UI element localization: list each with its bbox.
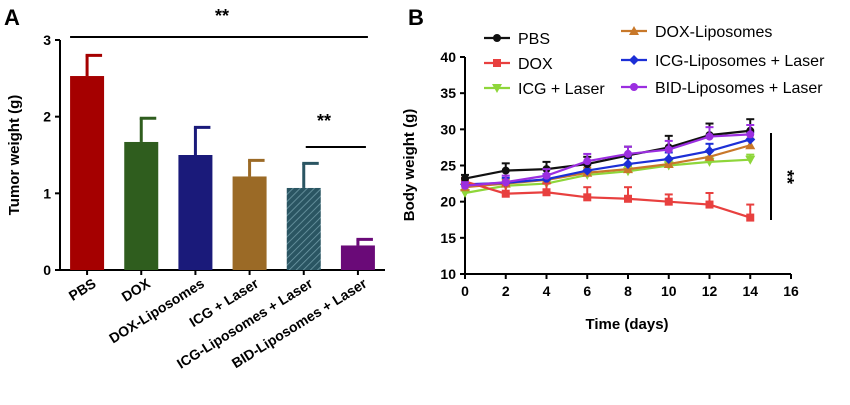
series-marker: [501, 178, 510, 187]
series-marker: [623, 159, 633, 170]
panel-a-bar: [178, 155, 213, 270]
panel-b-y-tick-label: 15: [440, 230, 456, 246]
series-marker: [629, 55, 639, 65]
series-marker: [745, 155, 756, 165]
series-marker: [583, 157, 592, 166]
series-marker: [582, 165, 593, 176]
series-line: [464, 138, 751, 186]
series-line: [464, 133, 751, 187]
panel-a-x-tick-label: PBS: [66, 275, 99, 304]
legend-label: ICG + Laser: [518, 81, 605, 98]
panel-a-bar: [340, 245, 375, 270]
legend-item: DOX-Liposomes: [621, 24, 772, 41]
panel-b-x-tick-label: 6: [583, 283, 591, 299]
panel-a-y-tick-label: 0: [43, 262, 51, 278]
series-line: [464, 158, 751, 195]
series-marker: [664, 145, 673, 154]
panel-b-series-bid-liposomes-laser: [461, 123, 755, 190]
legend-item: BID-Liposomes + Laser: [621, 80, 823, 97]
panel-a-y-tick-label: 1: [43, 185, 51, 201]
panel-a-bar: [232, 176, 267, 270]
legend-item: ICG-Liposomes + Laser: [621, 53, 825, 70]
series-marker: [746, 213, 755, 222]
series-marker: [664, 197, 673, 206]
panel-b-x-tick-label: 16: [783, 283, 799, 299]
legend-label: DOX-Liposomes: [655, 24, 772, 41]
panel-b-x-tick-label: 4: [543, 283, 551, 299]
series-marker: [501, 189, 510, 198]
panel-a-x-tick-label: DOX: [119, 275, 154, 305]
legend-label: ICG-Liposomes + Laser: [655, 53, 825, 70]
panel-a-x-tick-label: DOX-Liposomes: [106, 275, 207, 346]
panel-b-line-chart: B Body weight (g) Time (days) 1015202530…: [401, 5, 825, 333]
panel-b-x-tick-label: 8: [624, 283, 632, 299]
series-marker: [542, 188, 551, 197]
panel-b-x-tick-label: 14: [742, 283, 758, 299]
panel-b-y-tick-label: 10: [440, 266, 456, 282]
panel-b-letter: B: [408, 5, 424, 30]
panel-b-x-tick-label: 10: [661, 283, 677, 299]
panel-b-y-tick-label: 40: [440, 49, 456, 65]
panel-b-x-tick-label: 2: [502, 283, 510, 299]
panel-a-bar: [124, 141, 159, 270]
series-marker: [492, 84, 502, 93]
panel-b-y-tick-label: 30: [440, 121, 456, 137]
panel-b-legend: PBS DOX ICG + Laser DOX-Liposomes ICG-Liposo…: [484, 24, 825, 98]
panel-a-bar: [70, 76, 105, 271]
panel-b-x-axis-label: Time (days): [585, 316, 668, 333]
series-marker: [493, 59, 501, 67]
series-marker: [501, 166, 510, 175]
series-marker: [460, 188, 470, 198]
panel-b-significance-label: **: [777, 170, 797, 184]
series-line: [464, 180, 751, 219]
series-marker: [705, 200, 714, 209]
legend-label: DOX: [518, 56, 553, 73]
panel-a-significance-label: **: [215, 6, 229, 26]
series-marker: [630, 83, 638, 91]
panel-b-y-axis-label: Body weight (g): [401, 109, 418, 222]
panel-a-letter: A: [4, 5, 20, 30]
panel-a-significance-label: **: [317, 111, 331, 131]
series-marker: [704, 146, 715, 157]
panel-a-y-axis-label: Tumor weight (g): [6, 95, 23, 216]
series-marker: [583, 193, 592, 202]
panel-b-x-tick-label: 12: [702, 283, 718, 299]
panel-a-y-tick-label: 2: [43, 109, 51, 125]
series-marker: [745, 140, 756, 150]
panel-a-bar: [286, 187, 321, 270]
series-marker: [705, 132, 714, 141]
panel-b-y-tick-label: 25: [440, 158, 456, 174]
panel-b-y-tick-label: 35: [440, 85, 456, 101]
series-marker: [704, 151, 715, 161]
series-marker: [746, 130, 755, 139]
legend-item: ICG + Laser: [484, 81, 605, 98]
series-marker: [624, 149, 632, 158]
series-marker: [461, 181, 469, 190]
series-marker: [493, 34, 501, 42]
panel-a-bar-chart: A Tumor weight (g) 0 1 2 3 PBS DOXDOX-Liposom…: [4, 5, 385, 372]
series-marker: [461, 174, 469, 183]
legend-item: PBS: [484, 31, 550, 48]
legend-label: BID-Liposomes + Laser: [655, 80, 823, 97]
legend-item: DOX: [484, 56, 553, 73]
panel-b-x-tick-label: 0: [461, 283, 469, 299]
panel-b-y-tick-label: 20: [440, 194, 456, 210]
series-marker: [629, 26, 639, 35]
series-marker: [542, 171, 551, 180]
panel-a-y-tick-label: 3: [43, 32, 51, 48]
legend-label: PBS: [518, 31, 550, 48]
series-line: [464, 129, 751, 180]
series-marker: [663, 153, 674, 164]
series-marker: [624, 194, 632, 203]
